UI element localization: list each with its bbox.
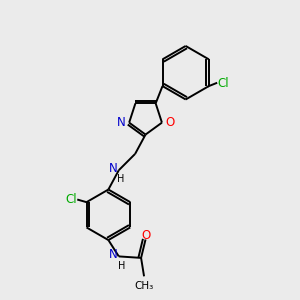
Text: O: O (142, 229, 151, 242)
Text: Cl: Cl (217, 76, 229, 90)
Text: N: N (109, 248, 118, 261)
Text: H: H (118, 261, 125, 271)
Text: N: N (117, 116, 126, 129)
Text: H: H (117, 174, 124, 184)
Text: CH₃: CH₃ (134, 281, 154, 291)
Text: N: N (109, 162, 117, 175)
Text: O: O (166, 116, 175, 129)
Text: Cl: Cl (65, 193, 77, 206)
